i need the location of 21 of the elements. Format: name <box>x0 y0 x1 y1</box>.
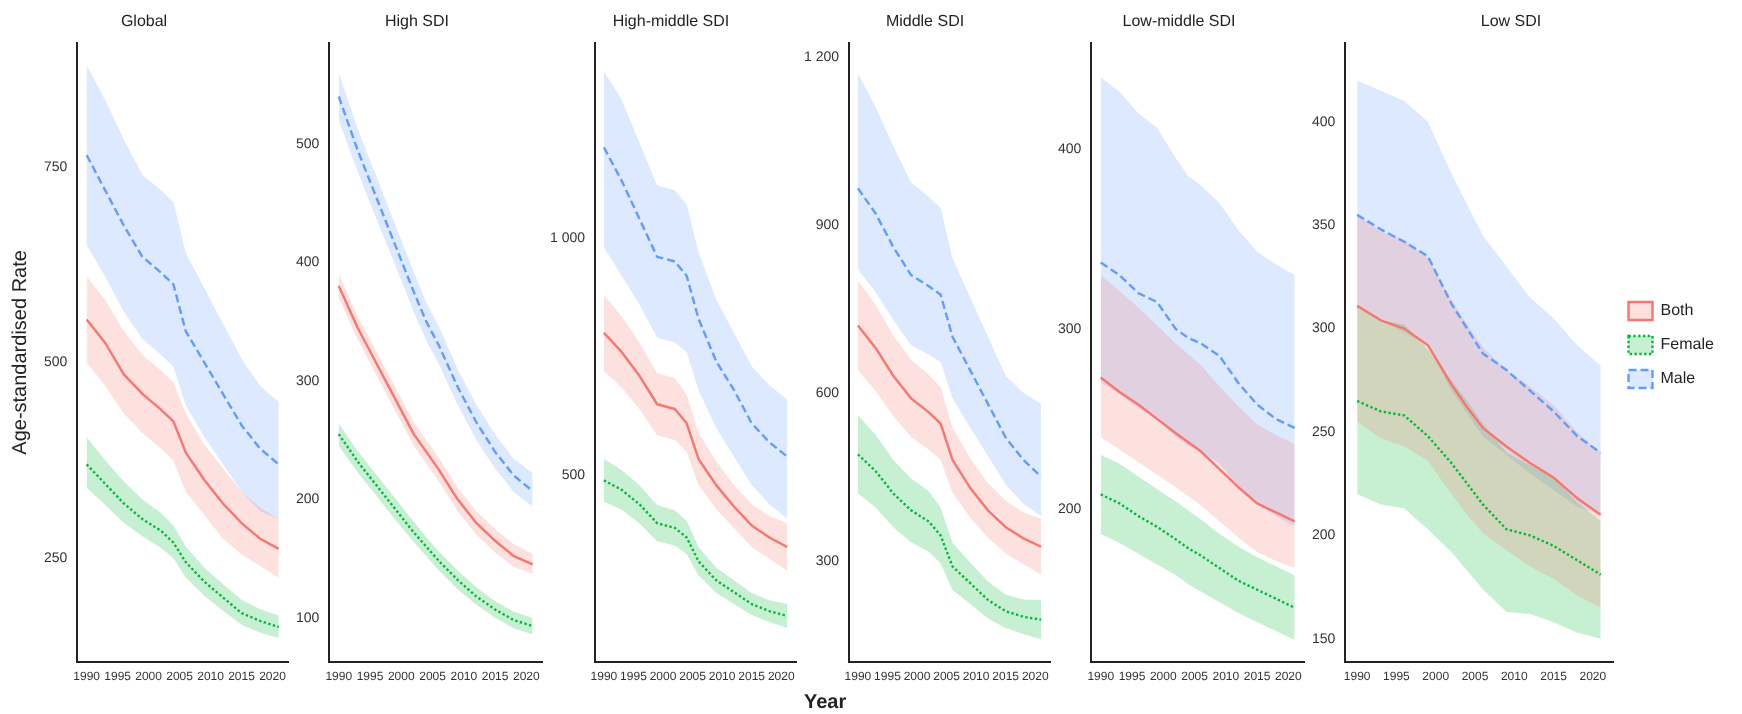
chart-title: High SDI <box>384 12 450 31</box>
chart-title: Low SDI <box>1480 12 1542 31</box>
line-series <box>85 153 280 466</box>
y-axis-title: Age-standardised Rate <box>9 249 32 455</box>
legend-label: Female <box>1660 335 1715 354</box>
line-series <box>856 453 1043 621</box>
line-series <box>1099 261 1296 430</box>
line-series <box>85 463 280 629</box>
line-series <box>1355 399 1602 576</box>
line-series <box>602 479 789 618</box>
legend-label: Male <box>1660 369 1697 388</box>
line-series <box>856 187 1043 478</box>
line-series <box>1099 493 1296 609</box>
legend-label: Both <box>1660 301 1694 320</box>
chart-title: Global <box>120 12 168 31</box>
chart-title: Low-middle SDI <box>1122 12 1236 31</box>
line-series <box>1355 213 1602 454</box>
chart-title: Middle SDI <box>885 12 965 31</box>
chart-title: High-middle SDI <box>612 12 730 31</box>
line-series <box>602 146 789 458</box>
x-axis-title: Year <box>804 691 847 714</box>
